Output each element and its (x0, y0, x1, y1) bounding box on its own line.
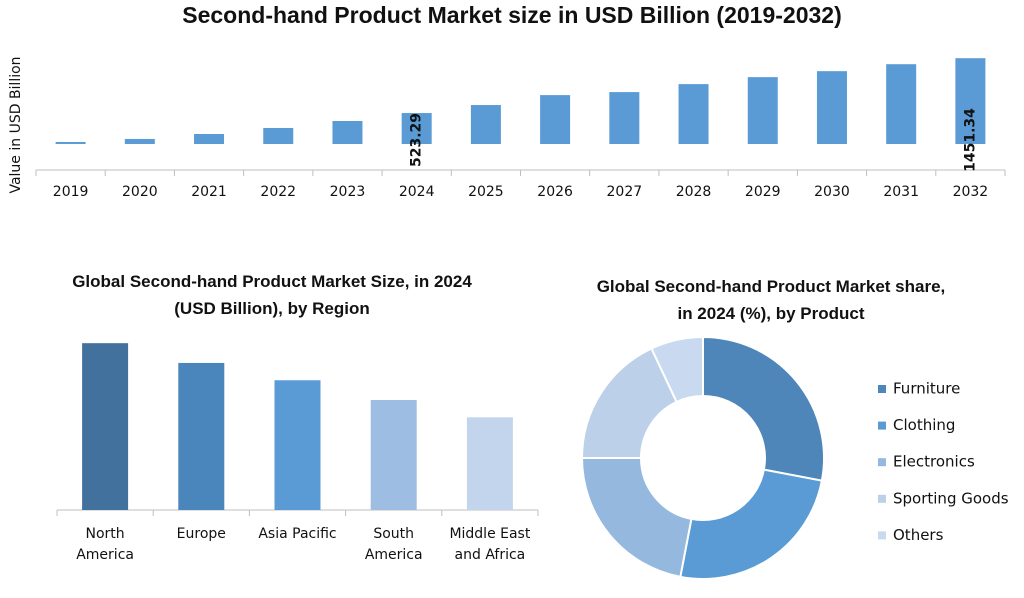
legend-label: Furniture (893, 380, 960, 398)
bar (332, 120, 363, 144)
bar (194, 134, 225, 144)
x-tick-label: 2021 (191, 184, 227, 200)
donut-segment (580, 457, 693, 579)
bar (401, 113, 432, 144)
legend-label: Clothing (893, 416, 955, 434)
bar (955, 58, 986, 144)
x-tick-label: 2022 (260, 184, 296, 200)
legend-swatch (878, 385, 886, 393)
bar (747, 77, 778, 144)
x-tick-label: 2031 (883, 184, 919, 200)
y-axis-label: Value in USD Billion (8, 56, 24, 193)
chart-title: Second-hand Product Market size in USD B… (182, 2, 842, 28)
bar (816, 71, 847, 144)
x-tick-label: 2029 (745, 184, 781, 200)
chart-title: Global Second-hand Product Market share,… (596, 277, 946, 323)
x-tick-label: 2028 (676, 184, 712, 200)
bar (124, 138, 155, 144)
x-tick-label: 2025 (468, 184, 504, 200)
x-tick-label: 2020 (122, 184, 158, 200)
legend-swatch (878, 421, 886, 430)
x-tick-label: Asia Pacific (258, 526, 337, 542)
chart-title: Global Second-hand Product Market Size, … (72, 272, 472, 318)
bar (540, 95, 571, 144)
x-tick-label: 2026 (537, 184, 573, 200)
legend-swatch (878, 531, 886, 540)
legend-swatch (878, 458, 886, 467)
donut-segment (679, 468, 824, 580)
x-tick-label: 2019 (53, 184, 89, 200)
bar (470, 105, 501, 144)
bar (274, 380, 321, 510)
bar (82, 343, 129, 510)
x-tick-label: Middle East and Africa (449, 526, 531, 563)
bar (678, 84, 709, 144)
bar (886, 64, 917, 144)
x-tick-label: South America (364, 526, 423, 563)
donut-segment (702, 335, 825, 482)
value-label: 523.29 (409, 113, 425, 167)
legend-label: Sporting Goods (893, 489, 1009, 507)
bar (370, 400, 417, 510)
bar (609, 92, 640, 144)
value-label: 1451.34 (962, 108, 978, 172)
x-tick-label: 2027 (607, 184, 643, 200)
legend-label: Others (893, 526, 944, 544)
bar (466, 417, 513, 510)
legend-label: Electronics (893, 453, 975, 471)
x-tick-label: Europe (176, 526, 226, 542)
x-tick-label: North America (76, 526, 134, 563)
bar (263, 127, 294, 144)
bar (55, 141, 86, 144)
x-tick-label: 2030 (814, 184, 850, 200)
x-tick-label: 2024 (399, 184, 435, 200)
bar (178, 362, 225, 510)
x-tick-label: 2032 (953, 184, 989, 200)
x-tick-label: 2023 (330, 184, 366, 200)
legend-swatch (878, 494, 886, 503)
donut-segment (650, 335, 704, 404)
